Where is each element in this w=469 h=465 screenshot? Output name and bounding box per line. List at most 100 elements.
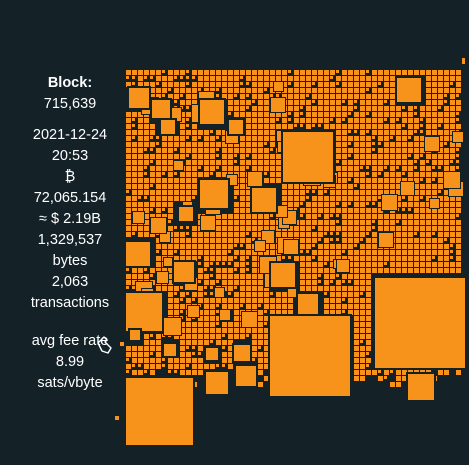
tx-square[interactable]	[228, 304, 233, 309]
tx-square[interactable]	[192, 130, 197, 135]
tx-square[interactable]	[450, 208, 455, 213]
tx-square[interactable]	[306, 82, 311, 87]
tx-square[interactable]	[306, 196, 309, 199]
tx-square[interactable]	[390, 370, 393, 373]
tx-square[interactable]	[372, 160, 377, 165]
tx-square[interactable]	[228, 280, 233, 285]
tx-square[interactable]	[438, 148, 443, 153]
tx-square[interactable]	[138, 136, 143, 141]
tx-square[interactable]	[420, 154, 423, 157]
tx-square[interactable]	[414, 130, 417, 133]
tx-square[interactable]	[390, 256, 395, 261]
tx-square[interactable]	[444, 226, 449, 231]
tx-square[interactable]	[204, 274, 209, 279]
tx-square[interactable]	[444, 118, 449, 123]
tx-square[interactable]	[144, 364, 149, 369]
tx-square[interactable]	[402, 202, 407, 207]
tx-square[interactable]	[216, 214, 221, 219]
tx-square[interactable]	[348, 142, 351, 145]
tx-square[interactable]	[306, 256, 311, 261]
tx-square[interactable]	[132, 358, 137, 363]
tx-square[interactable]	[234, 298, 239, 303]
tx-square[interactable]	[168, 160, 173, 165]
tx-square[interactable]	[228, 226, 233, 231]
tx-square[interactable]	[288, 304, 293, 309]
tx-square[interactable]	[348, 238, 353, 243]
tx-square[interactable]	[186, 70, 189, 73]
tx-square[interactable]	[360, 130, 365, 135]
tx-square[interactable]	[246, 160, 251, 165]
tx-square[interactable]	[252, 298, 257, 303]
tx-square[interactable]	[384, 268, 389, 273]
tx-square[interactable]	[204, 328, 209, 333]
tx-square[interactable]	[414, 154, 419, 159]
tx-square[interactable]	[234, 250, 239, 255]
tx-square[interactable]	[144, 178, 149, 183]
tx-square[interactable]	[456, 118, 459, 121]
tx-square[interactable]	[168, 166, 173, 171]
tx-square[interactable]	[306, 226, 311, 231]
tx-square[interactable]	[450, 226, 455, 231]
tx-square[interactable]	[318, 88, 323, 93]
tx-square[interactable]	[396, 172, 401, 177]
tx-square[interactable]	[342, 100, 345, 103]
tx-square[interactable]	[180, 190, 185, 195]
tx-square[interactable]	[282, 94, 287, 99]
tx-square[interactable]	[402, 106, 405, 109]
tx-square[interactable]	[348, 250, 353, 255]
tx-square[interactable]	[150, 184, 153, 187]
tx-square[interactable]	[144, 76, 147, 79]
tx-square[interactable]	[174, 310, 179, 315]
tx-square[interactable]	[366, 196, 371, 201]
tx-square[interactable]	[258, 364, 263, 369]
tx-square[interactable]	[432, 220, 437, 225]
tx-square[interactable]	[408, 214, 413, 219]
tx-square[interactable]	[432, 208, 437, 213]
tx-square[interactable]	[192, 358, 197, 363]
tx-square[interactable]	[348, 76, 353, 81]
tx-square[interactable]	[180, 112, 185, 117]
tx-square[interactable]	[228, 88, 233, 93]
tx-square[interactable]	[360, 70, 365, 75]
tx-square[interactable]	[366, 100, 371, 105]
tx-square[interactable]	[372, 250, 377, 255]
tx-square[interactable]	[342, 112, 347, 117]
tx-square[interactable]	[180, 310, 183, 313]
tx-square[interactable]	[432, 130, 437, 135]
tx-square[interactable]	[330, 220, 335, 225]
tx-square[interactable]	[252, 70, 257, 75]
tx-square[interactable]	[288, 184, 293, 189]
tx-square[interactable]	[204, 154, 209, 159]
tx-square[interactable]	[180, 94, 183, 97]
tx-square[interactable]	[276, 292, 281, 297]
tx-square[interactable]	[186, 106, 189, 109]
tx-square[interactable]	[282, 190, 287, 195]
tx-square[interactable]	[186, 346, 189, 349]
tx-square[interactable]	[438, 130, 443, 135]
tx-square[interactable]	[222, 340, 227, 345]
tx-square[interactable]	[258, 250, 263, 255]
tx-square[interactable]	[264, 160, 269, 165]
tx-square[interactable]	[372, 196, 377, 201]
tx-square[interactable]	[264, 118, 269, 123]
tx-square[interactable]	[234, 208, 239, 213]
tx-square[interactable]	[366, 220, 371, 225]
tx-square[interactable]	[336, 166, 341, 171]
tx-square[interactable]	[378, 250, 383, 255]
tx-square[interactable]	[252, 328, 257, 333]
tx-square[interactable]	[396, 160, 401, 165]
tx-square[interactable]	[312, 274, 317, 279]
tx-square[interactable]	[390, 82, 395, 87]
tx-square[interactable]	[240, 214, 245, 219]
tx-square[interactable]	[378, 160, 383, 165]
tx-square[interactable]	[228, 268, 233, 273]
tx-square[interactable]	[138, 172, 143, 177]
tx-square[interactable]	[312, 250, 317, 255]
tx-square[interactable]	[252, 160, 257, 165]
tx-square[interactable]	[312, 88, 317, 93]
tx-square[interactable]	[288, 190, 293, 195]
tx-square[interactable]	[258, 88, 263, 93]
tx-square[interactable]	[312, 232, 317, 237]
tx-square[interactable]	[360, 286, 365, 291]
tx-square[interactable]	[348, 88, 353, 93]
